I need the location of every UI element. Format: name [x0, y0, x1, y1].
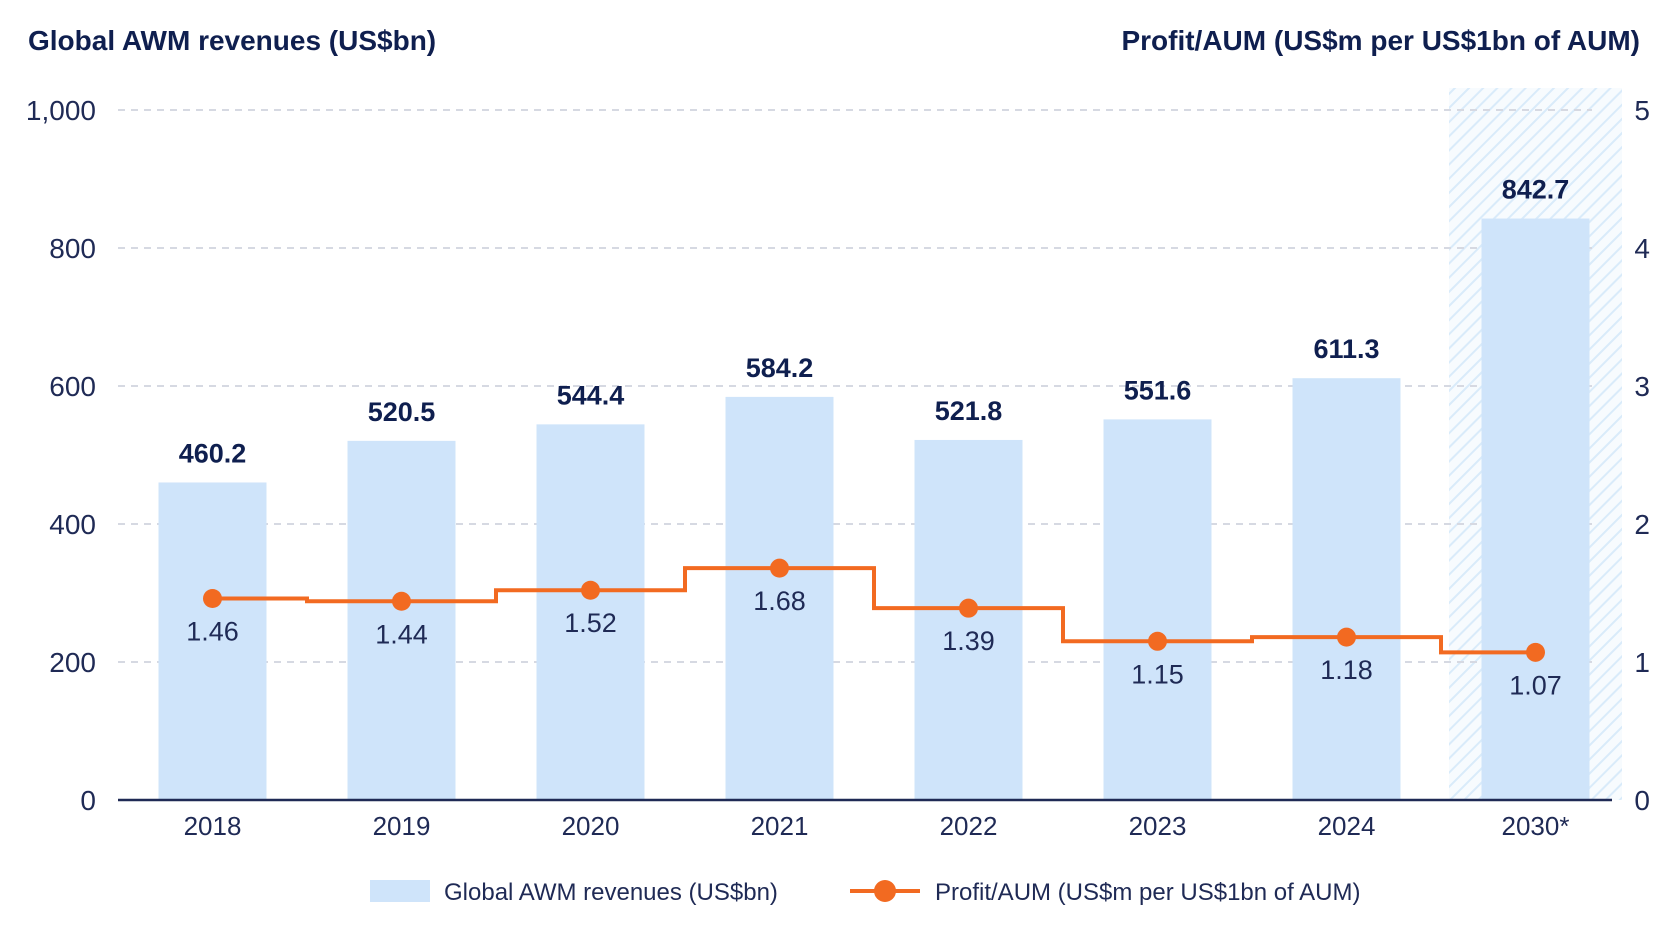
- bar-2024: [1292, 378, 1401, 800]
- x-tick-label: 2022: [940, 811, 998, 841]
- bar-2019: [347, 440, 456, 800]
- x-tick-label: 2021: [751, 811, 809, 841]
- y-right-tick-label: 0: [1634, 785, 1650, 816]
- y-left-tick-label: 1,000: [26, 95, 96, 126]
- y-right-tick-label: 5: [1634, 95, 1650, 126]
- y-right-tick-label: 2: [1634, 509, 1650, 540]
- profit-value-label: 1.39: [942, 626, 995, 656]
- bar-value-label: 520.5: [368, 397, 436, 427]
- profit-value-label: 1.52: [564, 608, 617, 638]
- x-tick-label: 2023: [1129, 811, 1187, 841]
- profit-point-2022: [959, 598, 978, 618]
- bar-value-label: 584.2: [746, 353, 814, 383]
- y-left-tick-label: 0: [80, 785, 96, 816]
- axes: 0 200 400 600 800 1,000 0 1 2 3 4 5 2018 2019 2020 2021…: [26, 95, 1650, 841]
- legend-bar-label: Global AWM revenues (US$bn): [444, 879, 778, 906]
- y-left-tick-label: 200: [49, 647, 96, 678]
- profit-value-label: 1.68: [753, 586, 806, 616]
- profit-value-label: 1.07: [1509, 670, 1562, 700]
- bar-series: [158, 218, 1590, 801]
- x-tick-label: 2024: [1318, 811, 1376, 841]
- bar-2030*: [1481, 218, 1590, 801]
- x-tick-label: 2030*: [1502, 811, 1570, 841]
- profit-value-label: 1.18: [1320, 655, 1373, 685]
- left-axis-title: Global AWM revenues (US$bn): [28, 25, 436, 56]
- legend: Global AWM revenues (US$bn) Profit/AUM (…: [370, 879, 1360, 906]
- profit-point-2020: [581, 580, 600, 600]
- bar-2023: [1103, 419, 1212, 800]
- bar-value-label: 551.6: [1124, 375, 1192, 405]
- y-left-tick-label: 400: [49, 509, 96, 540]
- profit-value-label: 1.15: [1131, 659, 1184, 689]
- profit-point-2018: [203, 589, 222, 609]
- right-axis-title: Profit/AUM (US$m per US$1bn of AUM): [1121, 25, 1640, 56]
- bar-2021: [725, 396, 834, 800]
- profit-line-series: [203, 558, 1545, 662]
- y-left-tick-label: 800: [49, 233, 96, 264]
- legend-line-label: Profit/AUM (US$m per US$1bn of AUM): [935, 879, 1360, 906]
- x-tick-label: 2019: [373, 811, 431, 841]
- profit-point-2019: [392, 591, 411, 611]
- bar-value-label: 460.2: [179, 438, 247, 468]
- legend-bar-swatch: [370, 880, 430, 902]
- bar-value-label: 544.4: [557, 380, 625, 410]
- data-labels: 460.2 520.5 544.4 584.2 521.8 551.6 611.3 842.7…: [179, 175, 1570, 701]
- x-tick-label: 2020: [562, 811, 620, 841]
- profit-point-2021: [770, 558, 789, 578]
- bar-value-label: 611.3: [1313, 334, 1379, 364]
- bar-2022: [914, 439, 1023, 800]
- profit-value-label: 1.44: [375, 619, 428, 649]
- x-tick-label: 2018: [184, 811, 242, 841]
- profit-point-2024: [1337, 627, 1356, 647]
- y-right-tick-label: 4: [1634, 233, 1650, 264]
- bar-value-label: 842.7: [1502, 175, 1570, 205]
- y-left-tick-label: 600: [49, 371, 96, 402]
- bar-value-label: 521.8: [935, 396, 1003, 426]
- bar-2020: [536, 424, 645, 800]
- legend-line-marker: [874, 880, 896, 902]
- y-right-tick-label: 3: [1634, 371, 1650, 402]
- profit-point-2030*: [1526, 642, 1545, 662]
- y-right-tick-label: 1: [1634, 647, 1650, 678]
- bar-2018: [158, 482, 267, 800]
- profit-value-label: 1.46: [186, 617, 239, 647]
- profit-point-2023: [1148, 631, 1167, 651]
